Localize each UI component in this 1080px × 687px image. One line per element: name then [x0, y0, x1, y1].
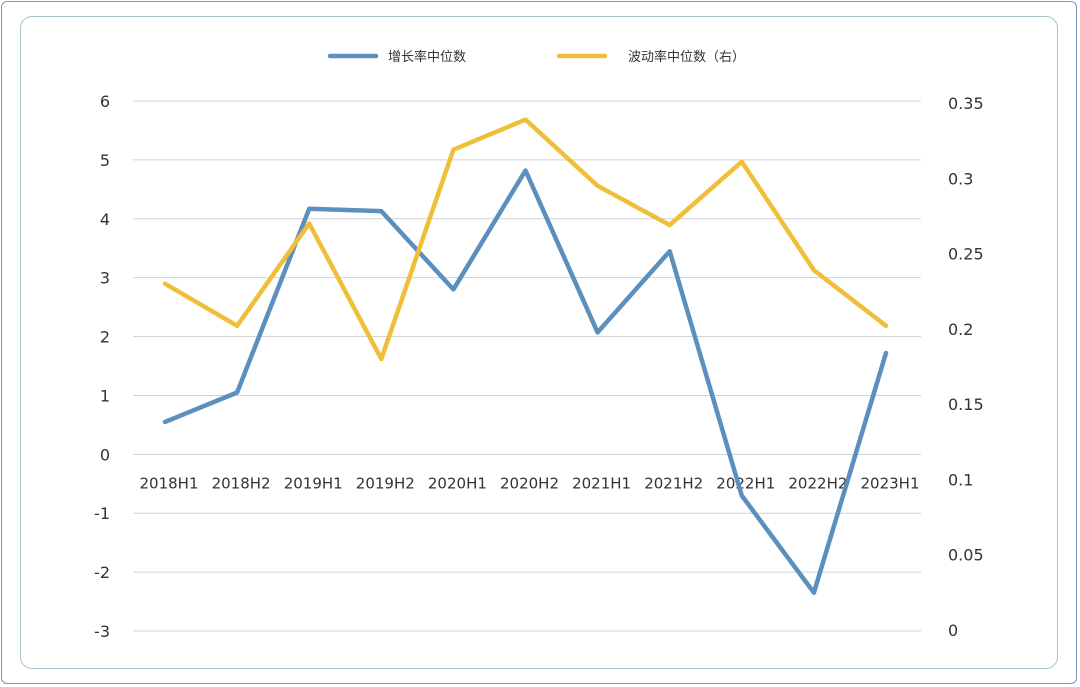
right-tick-label: 0.3 — [948, 169, 973, 188]
left-tick-label: -3 — [94, 622, 110, 641]
category-label: 2021H1 — [572, 474, 631, 492]
left-tick-label: -1 — [94, 504, 110, 523]
category-label: 2018H1 — [140, 474, 199, 492]
category-label: 2020H1 — [428, 474, 487, 492]
right-tick-label: 0.05 — [948, 546, 984, 565]
series-lines — [162, 117, 889, 595]
category-label: 2022H2 — [788, 474, 847, 492]
left-tick-label: -2 — [94, 563, 110, 582]
left-tick-label: 1 — [100, 386, 110, 405]
right-tick-label: 0.1 — [948, 470, 973, 489]
category-label: 2020H2 — [500, 474, 559, 492]
series-line-2 — [162, 117, 889, 362]
series-line-1 — [162, 168, 889, 595]
category-label: 2019H2 — [356, 474, 415, 492]
legend-label-2: 波动率中位数（右） — [628, 49, 745, 65]
category-label: 2023H1 — [861, 474, 920, 492]
right-tick-label: 0.35 — [948, 94, 984, 113]
left-tick-label: 0 — [100, 445, 110, 464]
right-tick-label: 0 — [948, 621, 958, 640]
left-axis-ticks: 6 5 4 3 2 1 0 -1 -2 -3 — [94, 92, 110, 641]
category-labels: 2018H1 2018H2 2019H1 2019H2 2020H1 2020H2 2021… — [140, 474, 920, 492]
gridlines — [133, 100, 921, 632]
legend-label-1: 增长率中位数 — [388, 49, 466, 65]
left-tick-label: 2 — [100, 328, 110, 347]
right-tick-label: 0.25 — [948, 245, 984, 264]
category-label: 2018H2 — [212, 474, 271, 492]
category-label: 2019H1 — [284, 474, 343, 492]
right-tick-label: 0.2 — [948, 320, 973, 339]
right-tick-label: 0.15 — [948, 395, 984, 414]
right-axis-ticks: 0.35 0.3 0.25 0.2 0.15 0.1 0.05 0 — [948, 94, 984, 640]
left-tick-label: 4 — [100, 210, 110, 229]
category-label: 2021H2 — [644, 474, 703, 492]
left-tick-label: 6 — [100, 92, 110, 111]
category-label: 2022H1 — [716, 474, 775, 492]
left-tick-label: 3 — [100, 269, 110, 288]
legend: 增长率中位数 波动率中位数（右） — [327, 49, 745, 65]
chart-panel — [20, 16, 1058, 669]
left-tick-label: 5 — [100, 151, 110, 170]
